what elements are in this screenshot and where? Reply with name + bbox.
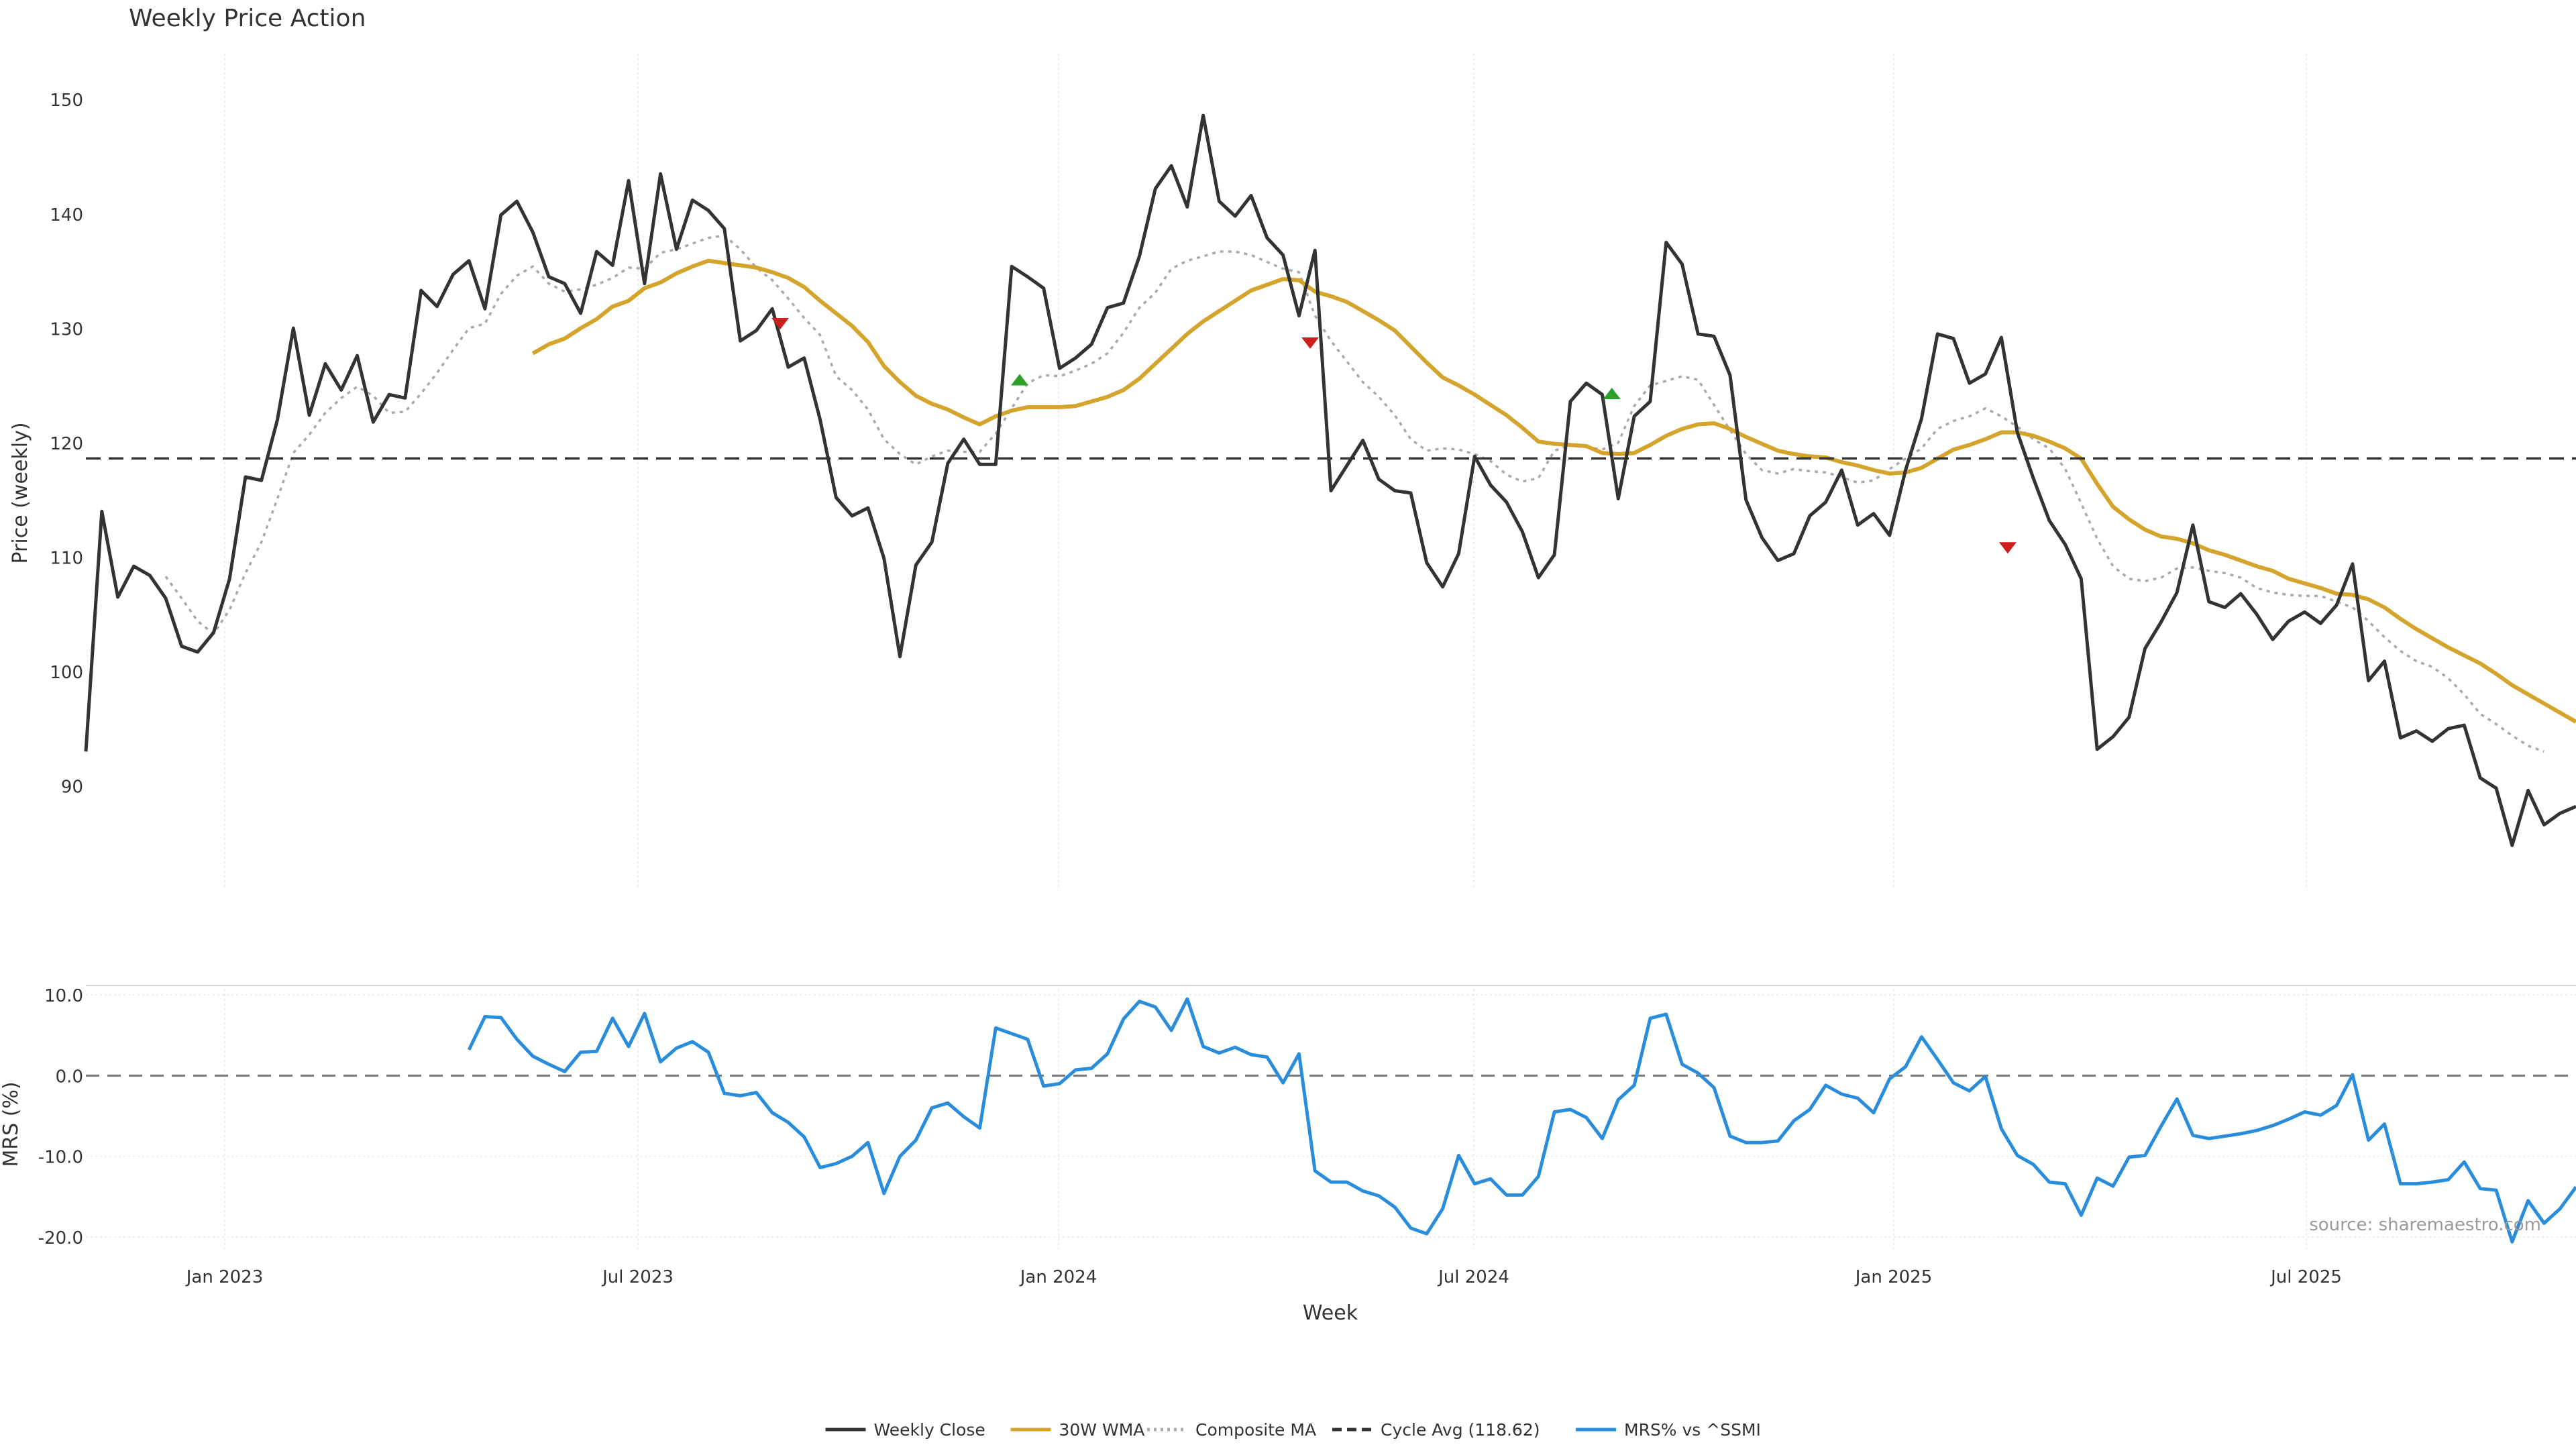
sell-signal-marker: [1998, 542, 2017, 554]
legend-label: Composite MA: [1195, 1420, 1316, 1440]
chart-labels: Weekly Price Action Price (weekly) MRS (…: [0, 5, 2541, 1325]
price-y-tick-label: 120: [50, 434, 83, 454]
x-tick-label: Jan 2023: [185, 1267, 264, 1287]
legend-label: Weekly Close: [874, 1420, 985, 1440]
buy-signal-marker: [1603, 388, 1621, 400]
x-tick-labels: Jan 2023 Jul 2023 Jan 2024 Jul 2024 Jan 2025…: [185, 1267, 2342, 1287]
legend-label: Cycle Avg (118.62): [1381, 1420, 1540, 1440]
bottom-grid: 10.0 0.0 -10.0 -20.0: [38, 985, 2576, 1249]
price-y-tick-label: 100: [50, 663, 83, 683]
buy-signal-marker: [1011, 374, 1028, 386]
weekly-close-line: [84, 113, 2576, 847]
mrs-y-tick-label: -10.0: [38, 1148, 83, 1168]
sell-signal-marker: [1301, 337, 1320, 349]
top-grid: 90 100 110 120 130 140 150: [50, 54, 2307, 889]
mrs-series: [467, 997, 2576, 1244]
chart-title: Weekly Price Action: [129, 5, 366, 32]
legend-label: MRS% vs ^SSMI: [1624, 1420, 1761, 1440]
x-tick-label: Jan 2024: [1019, 1267, 1097, 1287]
x-tick-label: Jul 2025: [2269, 1267, 2342, 1287]
mrs-axis-label: MRS (%): [0, 1081, 23, 1167]
x-tick-label: Jul 2024: [1437, 1267, 1509, 1287]
composite-ma-line: [164, 234, 2544, 753]
legend-label: 30W WMA: [1059, 1420, 1145, 1440]
price-y-tick-label: 130: [50, 319, 83, 339]
mrs-line: [467, 997, 2576, 1244]
legend: Weekly Close 30W WMA Composite MA Cycle Avg…: [825, 1420, 1761, 1440]
price-y-tick-label: 90: [61, 777, 83, 798]
x-axis-label: Week: [1303, 1301, 1358, 1325]
price-series: [84, 113, 2576, 847]
mrs-y-tick-label: -20.0: [38, 1228, 83, 1248]
mrs-y-tick-label: 0.0: [56, 1067, 83, 1087]
wma-30w-line: [531, 258, 2576, 724]
price-y-tick-label: 110: [50, 548, 83, 568]
mrs-y-tick-label: 10.0: [44, 986, 83, 1006]
price-y-tick-label: 140: [50, 205, 83, 225]
source-annotation: source: sharemaestro.com: [2309, 1215, 2541, 1235]
sell-signal-marker: [771, 317, 790, 329]
price-axis-label: Price (weekly): [9, 422, 32, 564]
price-y-tick-label: 150: [50, 91, 83, 111]
x-tick-label: Jan 2025: [1854, 1267, 1933, 1287]
x-tick-label: Jul 2023: [601, 1267, 674, 1287]
